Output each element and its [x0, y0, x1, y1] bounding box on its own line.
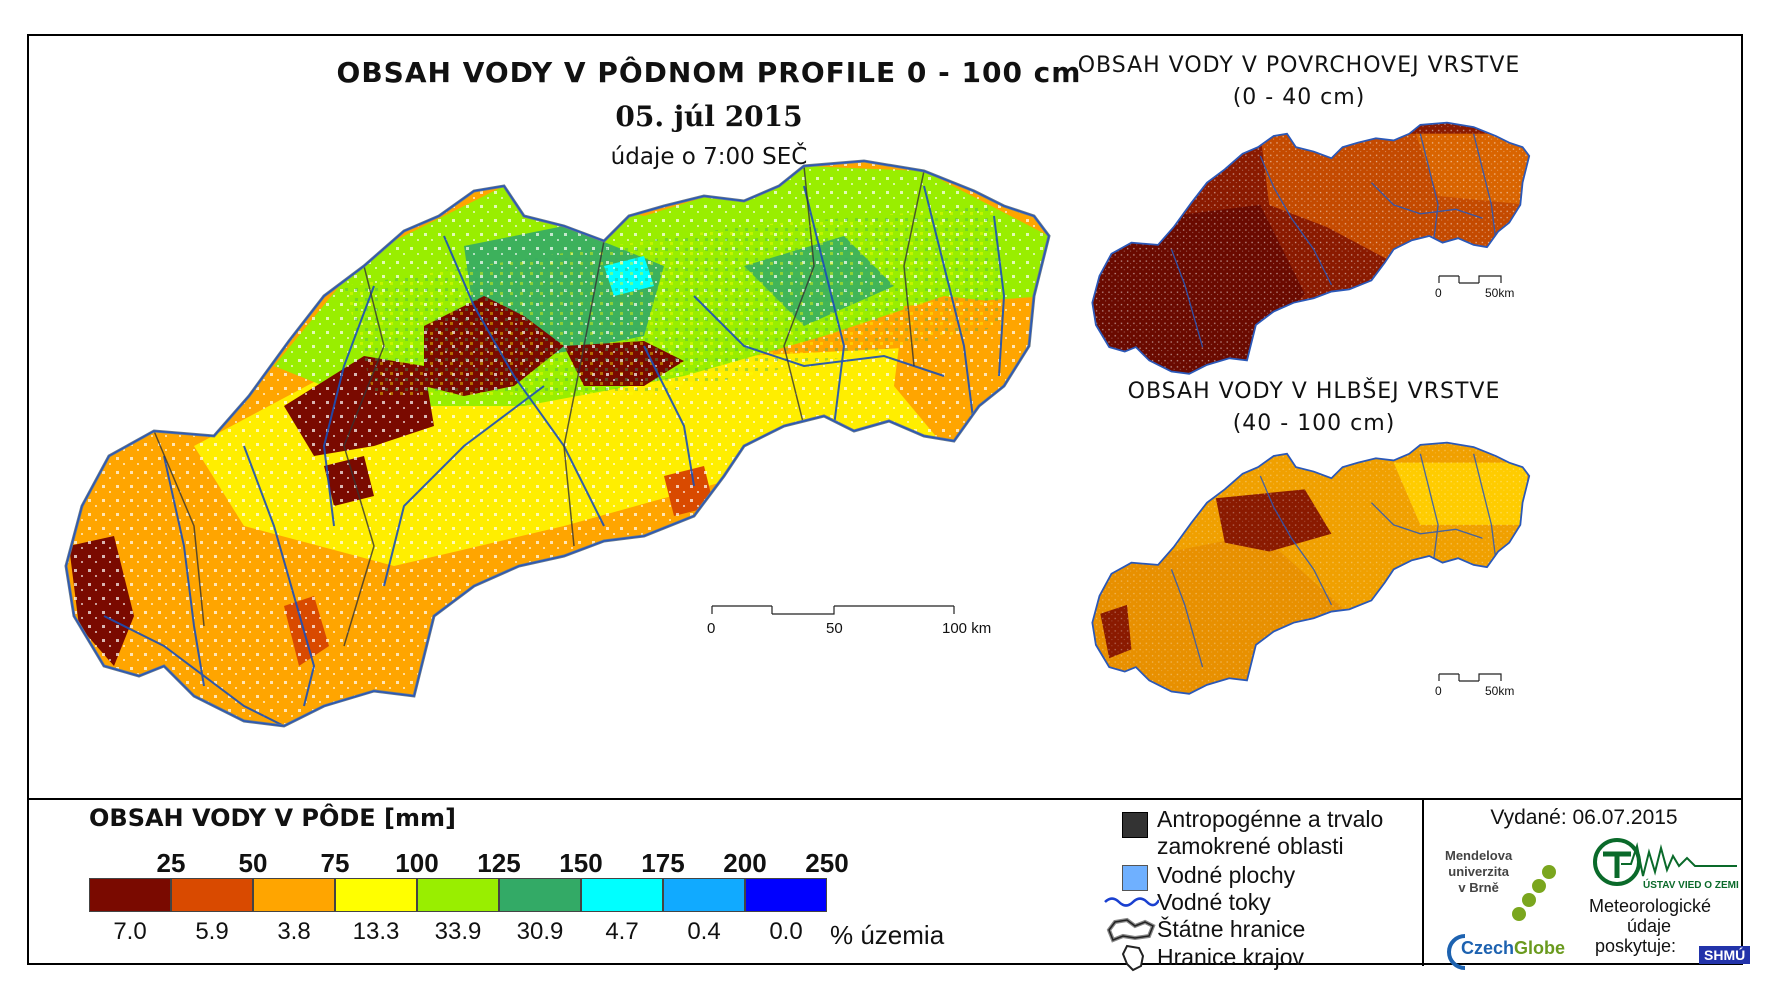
main-scale-100: 100 km	[942, 620, 991, 637]
legend-title: OBSAH VODY V PÔDE [mm]	[89, 804, 457, 832]
legend-boundary: 200	[723, 848, 767, 878]
region-border-label: Hranice krajov	[1157, 944, 1304, 970]
legend-swatch	[581, 878, 663, 912]
svg-text:50km: 50km	[1485, 286, 1514, 300]
state-border-label: Štátne hranice	[1157, 916, 1306, 942]
river-line-icon	[1104, 897, 1159, 907]
legend-unit: % územia	[830, 920, 945, 950]
credits-divider	[1422, 798, 1424, 966]
anthropogenic-swatch	[1122, 812, 1148, 838]
legend-percent: 5.9	[195, 918, 229, 945]
legend-percent: 13.3	[352, 918, 400, 945]
surface-layer-title: OBSAH VODY V POVRCHOVEJ VRSTVE (0 - 40 c…	[1077, 53, 1521, 110]
mendel-dots-icon	[1512, 865, 1556, 921]
deep-scale-bar: 0 50km	[1435, 673, 1514, 698]
legend-swatch	[89, 878, 171, 912]
legend-percent: 3.8	[277, 918, 311, 945]
surface-scale-bar: 0 50km	[1435, 275, 1514, 300]
issued-date: Vydané: 06.07.2015	[1490, 806, 1678, 829]
legend-boundary: 100	[395, 848, 439, 878]
legend-divider	[29, 798, 1741, 800]
main-scale-bar: 0 50 100 km	[707, 605, 991, 637]
legend-boundary: 25	[156, 848, 186, 878]
legend-boundary: 125	[477, 848, 521, 878]
shmu-logo: SHMÚ	[1699, 946, 1751, 964]
legend-percent: 0.4	[687, 918, 721, 945]
deep-layer-map	[1091, 441, 1531, 695]
legend-boundary: 50	[238, 848, 268, 878]
map-date: 05. júl 2015	[615, 100, 803, 133]
water-stream-label: Vodné toky	[1157, 889, 1271, 915]
legend-boundary: 175	[641, 848, 685, 878]
deep-layer-title: OBSAH VODY V HLBŠEJ VRSTVE (40 - 100 cm)	[1127, 379, 1501, 436]
water-area-label: Vodné plochy	[1157, 862, 1296, 888]
anthropogenic-label: Antropogénne a trvalo zamokrené oblasti	[1157, 806, 1384, 859]
legend-swatch	[499, 878, 581, 912]
earth-science-institute-icon: ÚSTAV VIED O ZEMI	[1593, 838, 1739, 891]
legend-boundary: 150	[559, 848, 603, 878]
legend-percent: 4.7	[605, 918, 639, 945]
time-note: údaje o 7:00 SEČ	[610, 144, 808, 170]
legend-percent: 0.0	[769, 918, 803, 945]
main-scale-0: 0	[707, 620, 715, 637]
main-scale-50: 50	[826, 620, 843, 637]
legend-percent: 7.0	[113, 918, 147, 945]
svg-text:ÚSTAV VIED O ZEMI: ÚSTAV VIED O ZEMI	[1643, 878, 1739, 891]
czechglobe-arc-icon	[1447, 934, 1466, 970]
legend-swatch	[335, 878, 417, 912]
surface-layer-map	[1091, 121, 1531, 375]
meteo-data-provider: Meteorologické údaje poskytuje:	[1589, 896, 1712, 956]
czechglobe-logo: CzechGlobe	[1461, 938, 1566, 958]
legend-boundary: 250	[805, 848, 849, 878]
mendel-university-logo: Mendelova univerzita v Brně	[1445, 848, 1513, 895]
legend-swatch	[253, 878, 335, 912]
main-soil-moisture-map: 0 50 100 km	[64, 159, 1051, 728]
legend-swatch	[745, 878, 827, 912]
svg-text:50km: 50km	[1485, 684, 1514, 698]
svg-text:0: 0	[1435, 684, 1442, 698]
region-border-icon	[1121, 944, 1145, 972]
legend-swatch	[171, 878, 253, 912]
legend-swatch	[417, 878, 499, 912]
legend-swatch	[663, 878, 745, 912]
map-frame: OBSAH VODY V PÔDNOM PROFILE 0 - 100 cm 0…	[27, 34, 1751, 972]
legend-percent: 30.9	[516, 918, 564, 945]
svg-text:0: 0	[1435, 286, 1442, 300]
water-area-swatch	[1122, 865, 1148, 891]
legend-boundary: 75	[320, 848, 350, 878]
legend-percent: 33.9	[434, 918, 482, 945]
main-title: OBSAH VODY V PÔDNOM PROFILE 0 - 100 cm	[336, 56, 1082, 89]
state-border-icon	[1106, 917, 1156, 943]
